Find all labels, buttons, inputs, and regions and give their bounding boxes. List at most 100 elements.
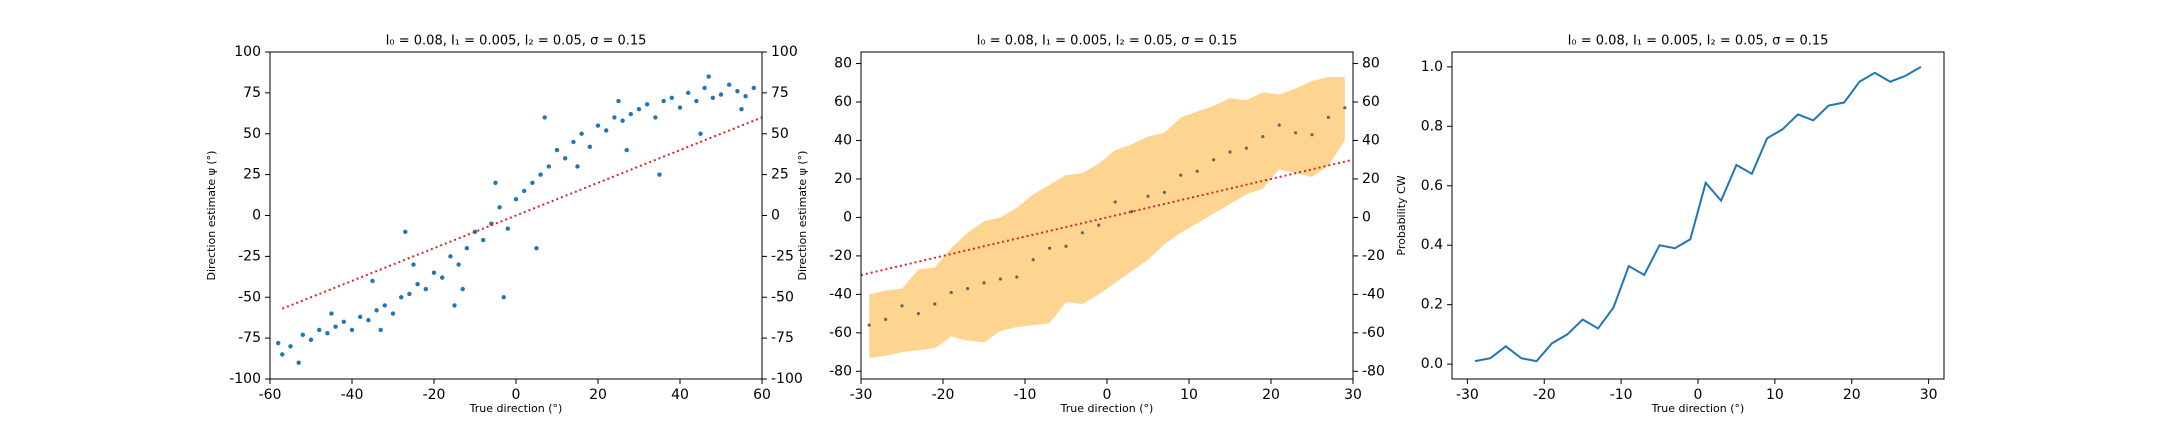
x-axis-label: True direction (°) bbox=[1651, 402, 1745, 415]
data-point bbox=[1146, 194, 1150, 198]
x-tick-label: -10 bbox=[1610, 387, 1633, 403]
data-point bbox=[933, 302, 937, 306]
data-point bbox=[423, 286, 428, 292]
y-tick-label-right: -20 bbox=[1362, 248, 1385, 264]
data-point bbox=[949, 290, 953, 295]
x-tick-label: 10 bbox=[1180, 387, 1198, 403]
y-tick-label-right: 0 bbox=[1362, 209, 1371, 225]
data-point bbox=[1212, 158, 1216, 162]
data-point bbox=[612, 115, 617, 120]
data-point bbox=[538, 172, 543, 177]
x-tick-label: -20 bbox=[423, 387, 446, 403]
x-tick-label: 10 bbox=[1766, 387, 1784, 403]
x-tick-label: 0 bbox=[512, 387, 521, 403]
data-point bbox=[390, 311, 396, 316]
data-point bbox=[735, 89, 740, 94]
reference-line bbox=[281, 116, 763, 310]
data-point bbox=[415, 281, 420, 287]
data-point bbox=[571, 139, 576, 145]
y-tick-label: -80 bbox=[829, 363, 852, 379]
data-point bbox=[1113, 200, 1117, 204]
data-point bbox=[620, 118, 625, 123]
x-tick-label: -40 bbox=[341, 387, 364, 403]
y-tick-label-right: -60 bbox=[1362, 325, 1385, 341]
data-point bbox=[300, 332, 305, 338]
y-tick-label: -20 bbox=[829, 248, 852, 264]
data-point bbox=[460, 286, 465, 292]
data-point bbox=[546, 164, 551, 169]
data-point bbox=[497, 205, 502, 210]
data-point bbox=[522, 188, 527, 194]
y-tick-label: 0 bbox=[843, 209, 852, 225]
data-point bbox=[698, 131, 703, 136]
data-point bbox=[1244, 146, 1248, 150]
data-point bbox=[456, 262, 461, 267]
data-point bbox=[317, 327, 322, 333]
data-point bbox=[628, 111, 633, 117]
y-tick-label: -60 bbox=[829, 325, 852, 341]
data-point bbox=[288, 344, 293, 349]
y-tick-label-right: 60 bbox=[1362, 94, 1380, 110]
data-point bbox=[308, 337, 314, 342]
data-point bbox=[677, 105, 683, 110]
data-point bbox=[325, 331, 330, 336]
y-tick-label: 20 bbox=[834, 171, 852, 187]
data-point bbox=[349, 327, 355, 333]
data-point bbox=[743, 93, 748, 99]
y-tick-label: -40 bbox=[829, 286, 852, 302]
data-point bbox=[1179, 173, 1183, 177]
chart-title: I₀ = 0.08, I₁ = 0.005, I₂ = 0.05, σ = 0.… bbox=[1568, 34, 1829, 49]
data-point bbox=[624, 147, 629, 153]
chart-title: I₀ = 0.08, I₁ = 0.005, I₂ = 0.05, σ = 0.… bbox=[977, 34, 1238, 49]
x-tick-label: 20 bbox=[589, 387, 607, 403]
x-tick-label: -20 bbox=[932, 387, 955, 403]
data-point bbox=[554, 147, 560, 153]
data-point bbox=[653, 115, 658, 120]
y-tick-label: 40 bbox=[834, 132, 852, 148]
data-point bbox=[280, 352, 285, 357]
y-tick-label: 1.0 bbox=[1421, 59, 1443, 75]
y-tick-label: 25 bbox=[243, 167, 261, 183]
y-tick-label-right: -50 bbox=[771, 289, 794, 305]
data-point bbox=[587, 144, 592, 150]
confidence-band bbox=[869, 77, 1345, 358]
data-point bbox=[501, 295, 506, 300]
x-tick-label: -60 bbox=[259, 387, 282, 403]
data-point bbox=[333, 324, 338, 329]
data-point bbox=[296, 360, 301, 365]
y-tick-label-right: -75 bbox=[771, 330, 794, 346]
data-point bbox=[1310, 133, 1314, 137]
data-point bbox=[751, 85, 756, 91]
y-tick-label: 0.8 bbox=[1421, 118, 1443, 134]
x-tick-label: 0 bbox=[1694, 387, 1703, 403]
data-point bbox=[382, 303, 387, 308]
data-point bbox=[727, 82, 732, 87]
data-point bbox=[884, 317, 888, 321]
data-point bbox=[493, 180, 498, 185]
data-point bbox=[998, 277, 1003, 281]
data-point bbox=[542, 115, 547, 120]
data-point bbox=[616, 98, 621, 104]
y-tick-label: 100 bbox=[234, 44, 261, 60]
data-point bbox=[575, 164, 580, 169]
data-point bbox=[513, 196, 519, 202]
data-point bbox=[1015, 275, 1019, 279]
data-point bbox=[530, 180, 535, 185]
data-point bbox=[1228, 150, 1232, 154]
data-point bbox=[1097, 223, 1101, 227]
data-point bbox=[916, 312, 921, 316]
x-tick-label: 20 bbox=[1843, 387, 1861, 403]
data-point bbox=[702, 85, 707, 91]
data-point bbox=[358, 314, 363, 320]
data-point bbox=[1326, 115, 1330, 119]
y-tick-label: 75 bbox=[243, 85, 261, 101]
data-point bbox=[440, 275, 445, 280]
x-tick-label: 20 bbox=[1262, 387, 1280, 403]
y-tick-label: 0.4 bbox=[1421, 237, 1443, 253]
x-tick-label: 30 bbox=[1920, 387, 1938, 403]
x-tick-label: -10 bbox=[1014, 387, 1037, 403]
y-axis-label: Direction estimate ψ (°) bbox=[205, 151, 218, 281]
x-axis-label: True direction (°) bbox=[1060, 402, 1154, 415]
chart-title: I₀ = 0.08, I₁ = 0.005, I₂ = 0.05, σ = 0.… bbox=[386, 34, 647, 49]
